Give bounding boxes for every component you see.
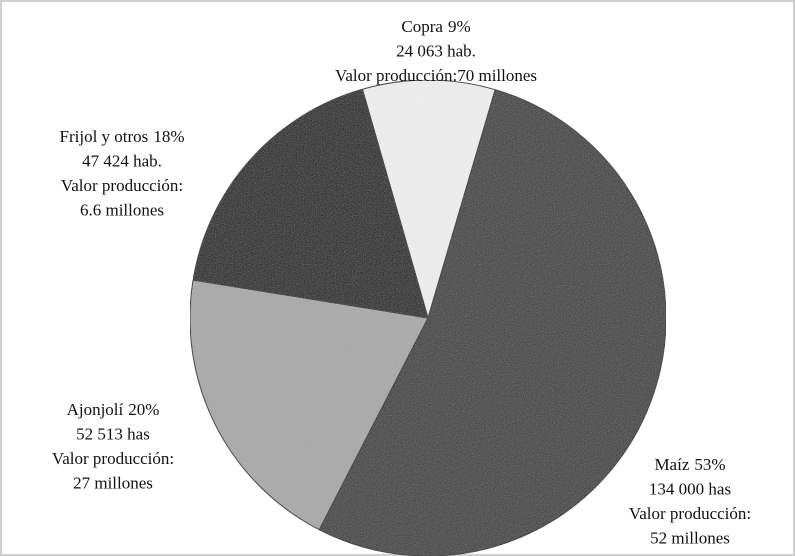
slice-detail: Valor producción: (61, 176, 183, 195)
category-name: Maíz (654, 455, 689, 474)
percent-label: 9% (448, 17, 471, 36)
labels: Copra 9% 24 063 hab. Valor producción:70 mi… (52, 17, 751, 548)
slice-detail: 24 063 hab. (396, 41, 476, 60)
slice-detail: Valor producción: (52, 449, 174, 468)
pie-slice (361, 79, 496, 320)
category-name: Frijol y otros (60, 127, 149, 146)
percent-label: 18% (153, 127, 184, 146)
slice-detail: 134 000 has (649, 479, 731, 498)
slice-detail: Valor producción:70 millones (335, 66, 537, 85)
slice-detail: 52 millones (650, 528, 730, 547)
percent-label: 53% (694, 455, 725, 474)
percent-label: 20% (128, 400, 159, 419)
slice-detail: 52 513 has (76, 424, 150, 443)
pie-slice (189, 279, 429, 531)
slice-label: Maíz 53% (654, 455, 725, 474)
slice-detail: 6.6 millones (80, 200, 164, 219)
slice-detail: Valor producción: (629, 504, 751, 523)
slice-label: Ajonjolí 20% (67, 400, 160, 419)
category-name: Copra (401, 17, 443, 36)
pie-slice (192, 88, 429, 319)
slice-detail: 27 millones (73, 473, 153, 492)
pie (189, 79, 667, 556)
slice-label: Copra 9% (401, 17, 470, 36)
category-name: Ajonjolí (67, 400, 124, 419)
slice-detail: 47 424 hab. (82, 151, 162, 170)
slice-label: Frijol y otros 18% (60, 127, 185, 146)
